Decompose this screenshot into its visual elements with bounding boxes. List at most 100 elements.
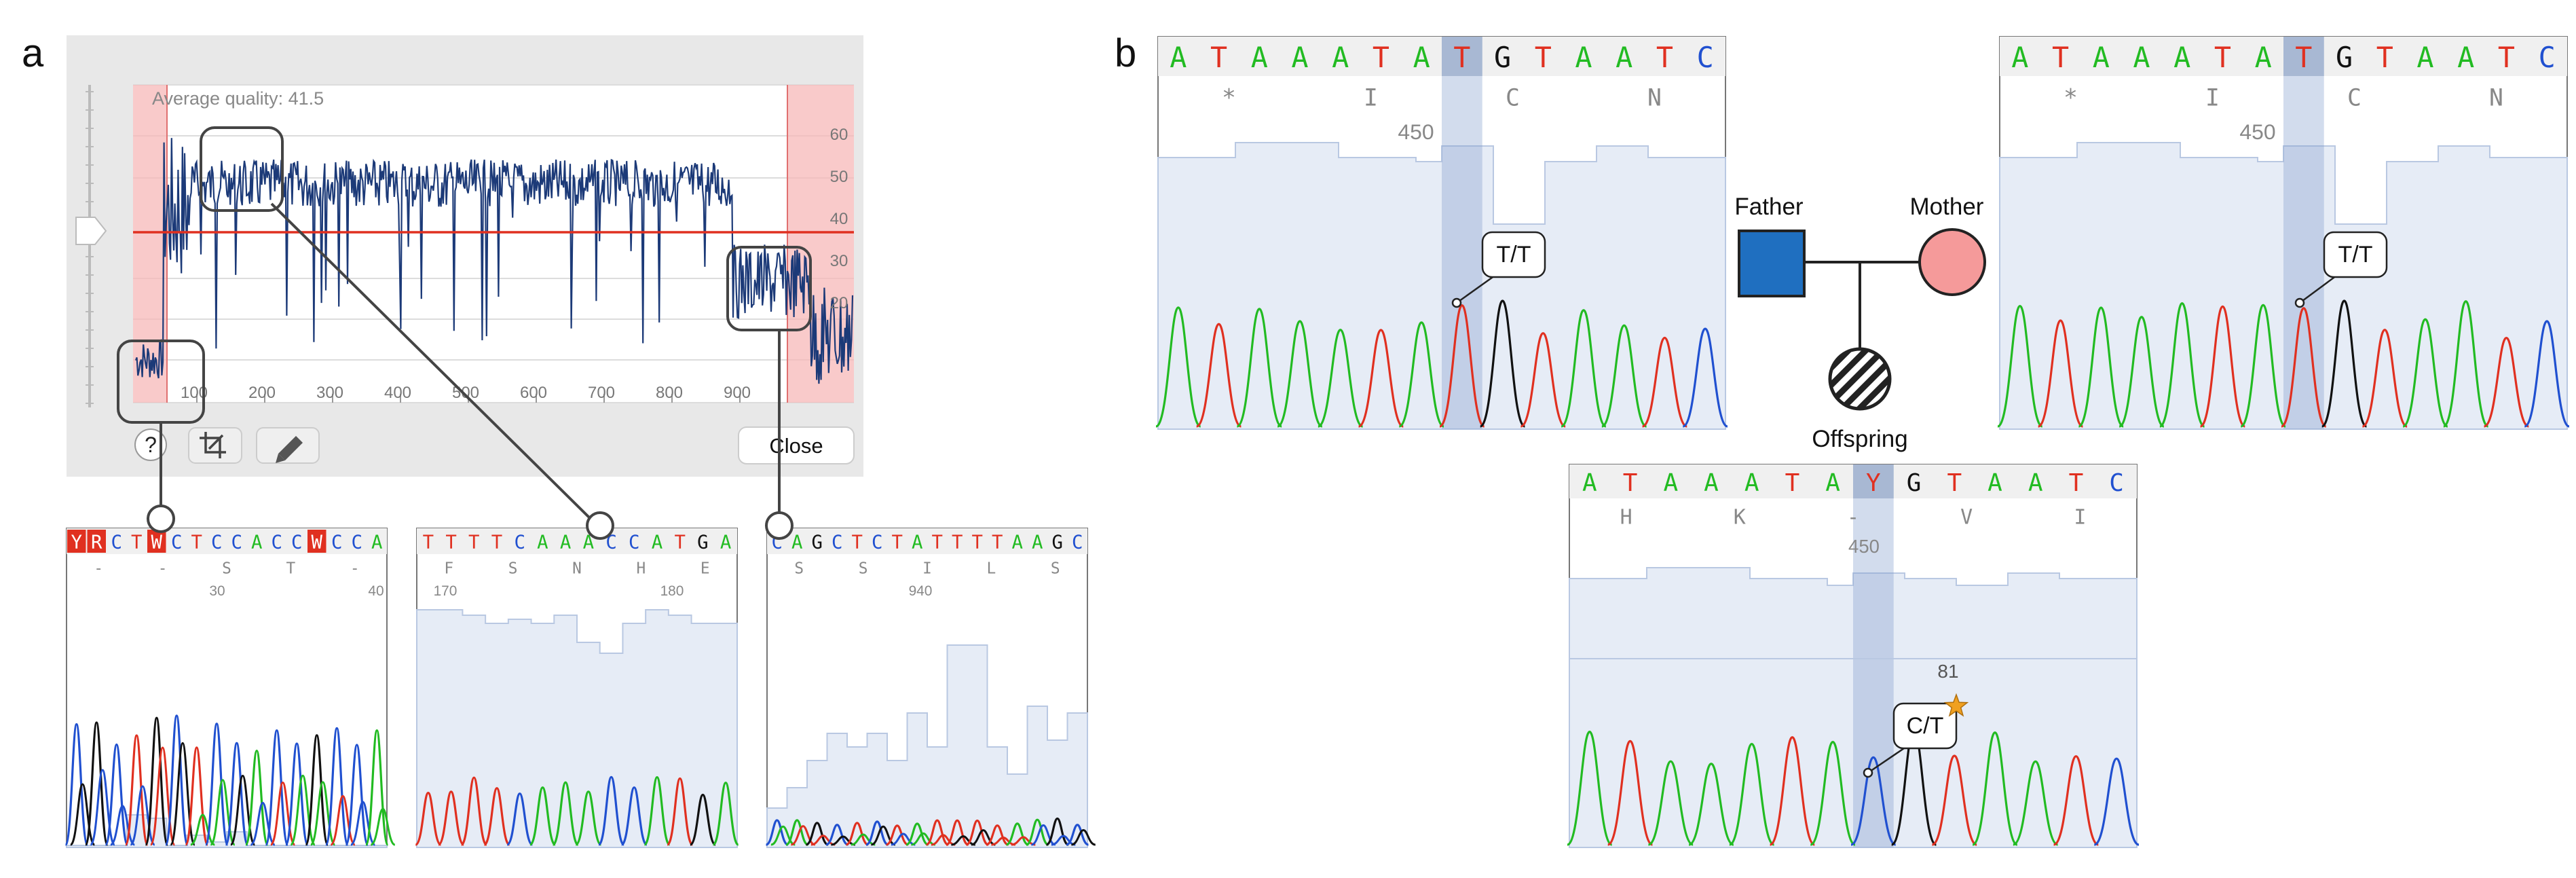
base-call: C xyxy=(272,532,282,553)
base-call: A xyxy=(2173,41,2190,74)
help-icon xyxy=(134,428,167,461)
base-call: A xyxy=(1332,41,1349,74)
x-tick-label: 200 xyxy=(248,384,276,402)
selected-base-column xyxy=(1853,464,1894,847)
ambiguous-base-box xyxy=(67,530,86,553)
chromatogram-peak xyxy=(2362,329,2408,428)
father-symbol xyxy=(1738,230,1806,297)
crop-button-bg xyxy=(188,427,242,464)
base-call: T xyxy=(1785,469,1800,497)
position-label: 30 xyxy=(209,583,225,599)
base-call: A xyxy=(1575,41,1592,74)
panel-b-label: b xyxy=(1115,31,1136,75)
chromatogram-peak xyxy=(1479,299,1526,428)
base-call: T xyxy=(191,532,202,553)
base-call: T xyxy=(2214,41,2231,74)
amino-acid: N xyxy=(2489,85,2503,112)
chromatogram-peak xyxy=(483,787,511,846)
amino-acid: N xyxy=(1647,85,1662,112)
chromatogram-peak xyxy=(765,819,789,846)
base-call: C xyxy=(231,532,242,553)
chromatogram-peak xyxy=(1277,320,1323,428)
base-call: T xyxy=(674,532,685,553)
help-button[interactable]: ? xyxy=(134,428,167,461)
callout-box-end xyxy=(726,246,812,331)
x-tick-label: 600 xyxy=(520,384,547,402)
base-call: A xyxy=(912,532,922,553)
base-call: T xyxy=(1947,469,1962,497)
chromatogram-peak xyxy=(64,722,89,846)
chromatogram-peak xyxy=(344,744,369,846)
base-call: C xyxy=(872,532,882,553)
position-label: 180 xyxy=(660,583,684,599)
chromatogram-peak xyxy=(84,721,109,846)
base-call: A xyxy=(1291,41,1308,74)
chromatogram-peak xyxy=(805,822,829,846)
base-call: G xyxy=(1494,41,1511,74)
pencil-button[interactable] xyxy=(256,427,320,464)
crop-button[interactable] xyxy=(188,427,242,464)
y-tick-label: 20 xyxy=(830,294,848,312)
chromatogram-peak xyxy=(284,742,310,846)
position-label: 40 xyxy=(368,583,384,599)
quality-bars xyxy=(766,644,1088,848)
slider-handle[interactable] xyxy=(75,217,107,245)
chromatogram-peak xyxy=(506,792,534,846)
chromatogram-peak xyxy=(2199,305,2246,428)
chromatogram-peak xyxy=(2053,755,2099,846)
callout-box-mid xyxy=(200,126,284,212)
chromatogram-peak xyxy=(1398,321,1444,428)
chromatogram-peak xyxy=(2402,318,2448,428)
amino-acid: * xyxy=(1222,85,1236,112)
chromatogram-peak xyxy=(2443,300,2489,428)
base-call: A xyxy=(2093,41,2110,74)
chromatogram-peak xyxy=(460,776,488,846)
base-call: C xyxy=(352,532,362,553)
chromatogram-peak xyxy=(1066,824,1089,846)
chromatogram-peak xyxy=(810,835,836,846)
base-call: C xyxy=(1697,41,1714,74)
chromatogram-peak xyxy=(925,819,949,846)
chromatogram-peak xyxy=(1641,336,1688,428)
chromatogram-peak xyxy=(1011,836,1036,846)
chromatogram-peak xyxy=(911,832,936,846)
base-call: T xyxy=(972,532,983,553)
base-call: G xyxy=(2336,41,2353,74)
base-call: G xyxy=(1052,532,1063,553)
chromatogram-peak xyxy=(1236,308,1282,428)
base-call: C xyxy=(2109,469,2124,497)
amino-acid: N xyxy=(572,560,582,578)
chromatogram-peak xyxy=(250,801,276,846)
chromatogram-peak xyxy=(330,794,356,846)
y-tick-label: 60 xyxy=(830,126,848,144)
quality-bars xyxy=(1157,142,1726,430)
chromatogram-peak xyxy=(825,824,849,846)
amino-acid: H xyxy=(1620,506,1632,530)
offspring-symbol xyxy=(1828,347,1892,411)
base-call: T xyxy=(892,532,903,553)
close-button[interactable]: Close xyxy=(738,426,855,464)
amino-acid: S xyxy=(1051,560,1060,578)
chromatogram-peak xyxy=(1567,731,1613,846)
chromatogram-peak xyxy=(991,837,1015,846)
chromatogram-peak xyxy=(2118,316,2165,428)
amino-acid: V xyxy=(1960,506,1973,530)
chromatogram-peak xyxy=(2037,319,2084,428)
amino-acid: S xyxy=(859,560,868,578)
base-call: T xyxy=(952,532,963,553)
base-call: C xyxy=(111,532,122,553)
base-call: T xyxy=(1373,41,1389,74)
chromatogram-peak xyxy=(552,781,580,846)
base-call: A xyxy=(1987,469,2002,497)
base-call: A xyxy=(1413,41,1430,74)
chromatogram-peak xyxy=(1769,736,1816,846)
base-call: W xyxy=(151,532,163,553)
base-call: A xyxy=(1012,532,1023,553)
chromatogram-peak xyxy=(643,776,671,846)
base-call: T xyxy=(445,532,456,553)
amino-acid: T xyxy=(286,560,296,578)
